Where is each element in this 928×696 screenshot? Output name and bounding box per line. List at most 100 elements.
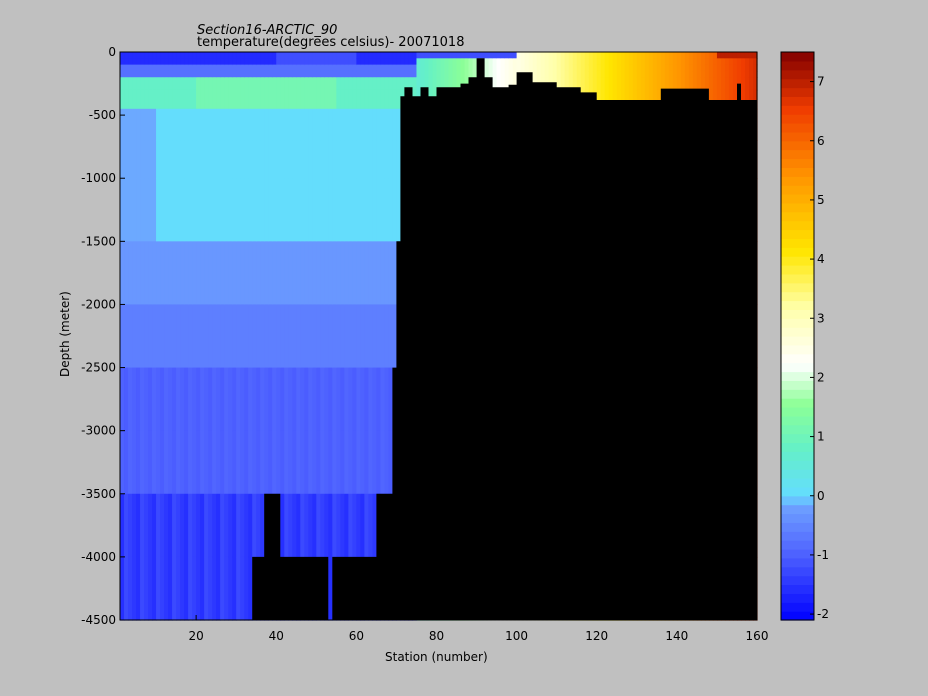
heatmap-cell: [324, 89, 329, 110]
colorbar-tick-label: 4: [817, 252, 825, 266]
colorbar-swatch: [781, 194, 814, 204]
heatmap-cell: [336, 493, 341, 558]
heatmap-cell: [376, 89, 382, 110]
heatmap-cell: [628, 89, 634, 110]
heatmap-cell: [436, 64, 442, 72]
heatmap-cell: [184, 70, 189, 78]
heatmap-cell: [592, 52, 598, 59]
heatmap-cell: [196, 70, 201, 78]
heatmap-cell: [336, 430, 341, 495]
heatmap-cell: [424, 64, 430, 72]
heatmap-cell: [240, 178, 245, 242]
heatmap-cell: [220, 108, 225, 141]
heatmap-cell: [268, 178, 273, 242]
heatmap-cell: [340, 241, 345, 306]
heatmap-cell: [504, 64, 510, 72]
heatmap-cell: [160, 89, 165, 110]
heatmap-cell: [524, 58, 530, 66]
heatmap-cell: [628, 52, 634, 59]
heatmap-cell: [140, 304, 145, 369]
heatmap-cell: [292, 70, 297, 78]
heatmap-cell: [168, 58, 173, 66]
heatmap-cell: [504, 77, 510, 91]
colorbar-swatch: [781, 353, 814, 364]
heatmap-cell: [128, 77, 133, 91]
heatmap-cell: [204, 178, 209, 242]
heatmap-cell: [164, 58, 169, 66]
heatmap-cell: [356, 304, 361, 369]
heatmap-cell: [268, 367, 273, 432]
heatmap-cell: [732, 70, 738, 78]
colorbar-swatch: [781, 60, 814, 71]
heatmap-cell: [296, 89, 301, 110]
heatmap-cell: [332, 89, 337, 110]
heatmap-cell: [608, 77, 614, 91]
heatmap-cell: [148, 241, 153, 306]
heatmap-cell: [216, 178, 221, 242]
heatmap-cell: [376, 77, 382, 91]
heatmap-cell: [204, 241, 209, 306]
heatmap-cell: [304, 241, 309, 306]
heatmap-cell: [128, 304, 133, 369]
heatmap-cell: [164, 52, 169, 59]
colorbar-swatch: [781, 229, 814, 239]
heatmap-cell: [368, 493, 373, 558]
heatmap-cell: [176, 556, 181, 621]
heatmap-cell: [128, 241, 133, 306]
heatmap-cell: [276, 430, 281, 495]
heatmap-cell: [276, 367, 281, 432]
heatmap-cell: [384, 367, 390, 432]
heatmap-cell: [360, 241, 365, 306]
heatmap-cell: [172, 430, 177, 495]
heatmap-cell: [304, 108, 309, 141]
heatmap-cell: [172, 52, 177, 59]
heatmap-cell: [244, 108, 249, 141]
heatmap-cell: [748, 89, 754, 110]
heatmap-cell: [300, 367, 305, 432]
heatmap-cell: [156, 70, 161, 78]
heatmap-cell: [328, 52, 333, 59]
heatmap-cell: [568, 64, 574, 72]
heatmap-cell: [244, 52, 249, 59]
heatmap-cell: [292, 430, 297, 495]
heatmap-cell: [200, 89, 205, 110]
heatmap-cell: [360, 52, 365, 59]
heatmap-cell: [592, 58, 598, 66]
heatmap-cell: [172, 367, 177, 432]
heatmap-cell: [280, 140, 285, 179]
heatmap-cell: [228, 556, 233, 621]
heatmap-cell: [220, 140, 225, 179]
heatmap-cell: [224, 52, 229, 59]
heatmap-cell: [644, 89, 650, 110]
heatmap-cell: [324, 178, 329, 242]
heatmap-cell: [636, 89, 642, 110]
heatmap-cell: [224, 241, 229, 306]
heatmap-cell: [604, 64, 610, 72]
heatmap-cell: [564, 58, 570, 66]
heatmap-cell: [212, 140, 217, 179]
heatmap-cell: [156, 493, 161, 558]
heatmap-cell: [152, 493, 157, 558]
heatmap-cell: [380, 77, 386, 91]
heatmap-cell: [188, 52, 193, 59]
heatmap-cell: [160, 556, 165, 621]
colorbar-frame: [780, 51, 815, 621]
heatmap-cell: [332, 241, 337, 306]
heatmap-cell: [736, 70, 742, 78]
heatmap-cell: [196, 430, 201, 495]
heatmap-cell: [668, 58, 674, 66]
heatmap-cell: [256, 178, 261, 242]
heatmap-cell: [428, 64, 434, 72]
heatmap-cell: [196, 178, 201, 242]
heatmap-cell: [160, 140, 165, 179]
heatmap-cell: [248, 367, 253, 432]
heatmap-cell: [136, 493, 141, 558]
heatmap-cell: [244, 64, 249, 72]
heatmap-cell: [256, 58, 261, 66]
heatmap-cell: [200, 64, 205, 72]
x-tick-label: 140: [665, 629, 688, 643]
heatmap-cell: [244, 140, 249, 179]
heatmap-cell: [248, 52, 253, 59]
heatmap-cell: [160, 178, 165, 242]
heatmap-cell: [296, 367, 301, 432]
